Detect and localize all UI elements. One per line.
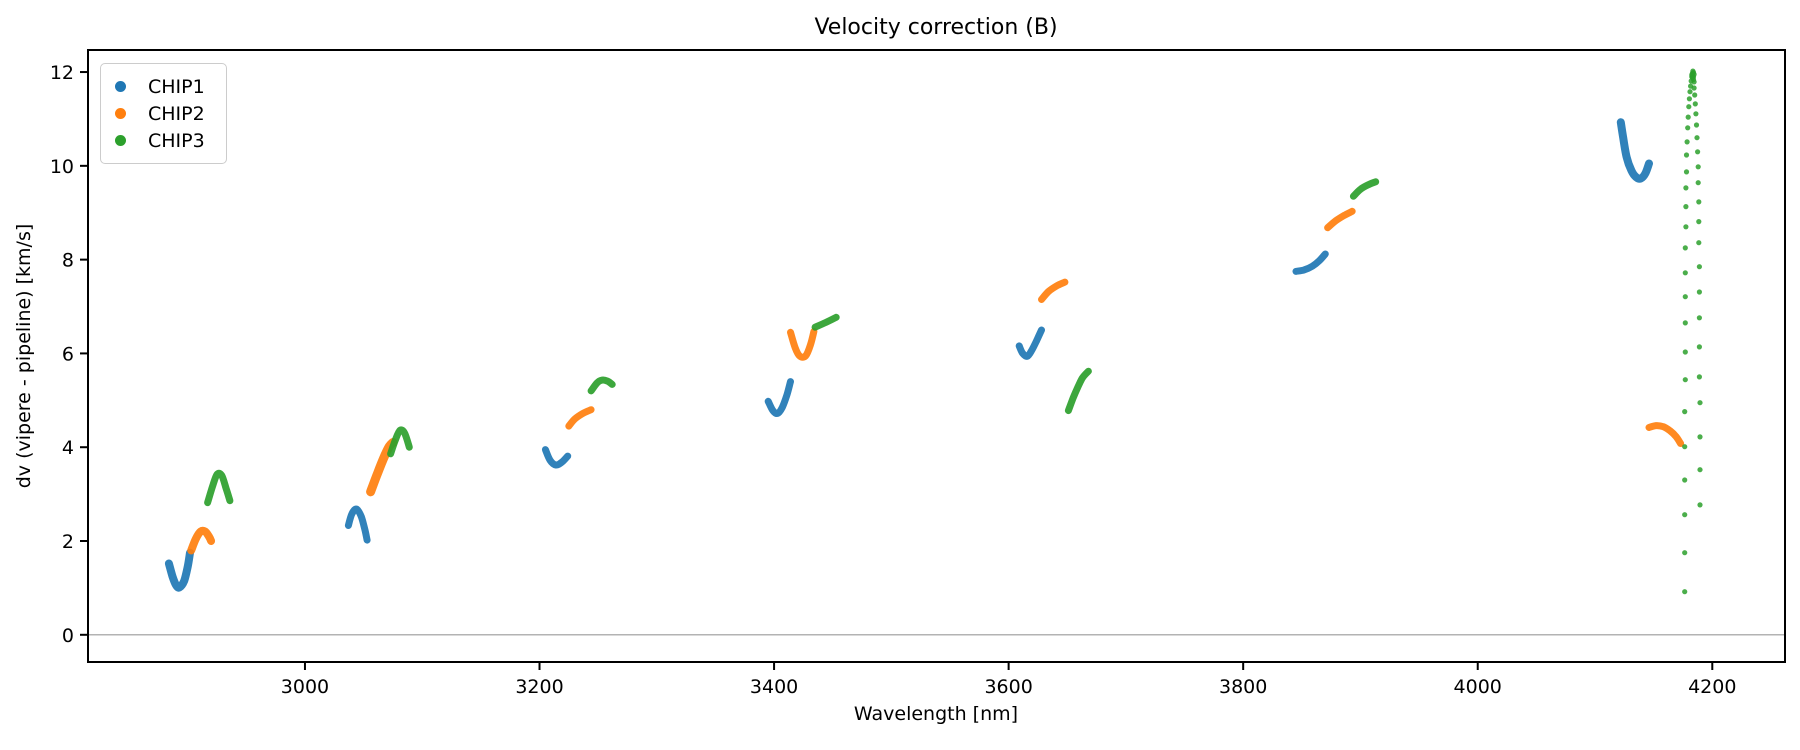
scatter-point-chip3 <box>1682 245 1688 251</box>
legend-label: CHIP2 <box>148 102 205 125</box>
scatter-point-chip3 <box>1683 185 1689 191</box>
scatter-segment-chip3 <box>587 376 616 395</box>
scatter-segment-chip3 <box>204 469 234 507</box>
scatter-point-chip3 <box>1682 349 1688 355</box>
scatter-segment-chip3 <box>1349 178 1380 200</box>
x-tick-label: 4200 <box>1688 676 1736 698</box>
series-chip3 <box>204 68 1703 595</box>
scatter-point-chip3 <box>1684 139 1690 145</box>
scatter-point-chip3 <box>1695 164 1701 170</box>
x-tick-label: 4000 <box>1454 676 1502 698</box>
legend-entry-chip1: CHIP1 <box>115 73 216 100</box>
scatter-segment-chip3 <box>811 313 840 331</box>
legend-entry-chip3: CHIP3 <box>115 127 216 154</box>
scatter-point-chip3 <box>1682 294 1688 300</box>
scatter-segment-chip2 <box>787 327 818 361</box>
scatter-point-chip3 <box>1687 89 1693 95</box>
scatter-point-chip3 <box>1692 101 1698 107</box>
scatter-point-chip3 <box>1685 114 1691 120</box>
y-tick-label: 10 <box>50 156 74 178</box>
scatter-point-chip3 <box>1696 374 1702 380</box>
scatter-point-chip3 <box>1686 104 1692 110</box>
y-tick-label: 12 <box>50 62 74 84</box>
scatter-point-chip3 <box>1683 224 1689 230</box>
legend-marker-chip1-icon <box>115 81 126 92</box>
scatter-point-chip3 <box>1696 289 1702 295</box>
x-tick-label: 3800 <box>1219 676 1267 698</box>
scatter-segment-chip2 <box>565 406 595 430</box>
scatter-point-chip3 <box>1696 315 1702 321</box>
legend-marker-chip2-icon <box>115 108 126 119</box>
scatter-point-chip3 <box>1696 240 1702 246</box>
y-tick-label: 6 <box>62 343 74 365</box>
scatter-point-chip3 <box>1682 409 1688 415</box>
scatter-point-chip3 <box>1683 204 1689 210</box>
legend-entry-chip2: CHIP2 <box>115 100 216 127</box>
scatter-point-chip3 <box>1697 400 1703 406</box>
legend-label: CHIP3 <box>148 129 205 152</box>
scatter-point-chip3 <box>1690 76 1697 83</box>
legend-label: CHIP1 <box>148 75 205 98</box>
x-tick-label: 3200 <box>515 676 563 698</box>
scatter-segment-chip3 <box>1064 367 1092 415</box>
scatter-point-chip3 <box>1682 444 1688 450</box>
scatter-point-chip3 <box>1693 111 1699 117</box>
scatter-point-chip3 <box>1682 512 1688 518</box>
y-tick-label: 8 <box>62 250 74 272</box>
x-tick-label: 3000 <box>281 676 329 698</box>
scatter-segment-chip1 <box>164 548 194 592</box>
y-tick-label: 0 <box>62 625 74 647</box>
scatter-point-chip3 <box>1694 135 1700 141</box>
y-tick-label: 2 <box>62 531 74 553</box>
axes-spines <box>87 49 1786 663</box>
scatter-point-chip3 <box>1682 550 1688 556</box>
scatter-segment-chip1 <box>764 378 794 418</box>
scatter-point-chip3 <box>1682 477 1688 483</box>
scatter-point-chip3 <box>1696 264 1702 270</box>
legend-marker-chip3-icon <box>115 135 126 146</box>
scatter-segment-chip1 <box>1616 118 1653 183</box>
scatter-point-chip3 <box>1697 502 1703 508</box>
scatter-point-chip3 <box>1685 125 1691 131</box>
x-axis-label: Wavelength [nm] <box>854 703 1018 725</box>
scatter-segment-chip1 <box>1292 250 1329 275</box>
scatter-segment-chip3 <box>387 426 413 458</box>
scatter-point-chip3 <box>1696 199 1702 205</box>
scatter-segment-chip1 <box>1015 326 1045 360</box>
scatter-point-chip3 <box>1693 122 1700 128</box>
scatter-point-chip3 <box>1692 92 1698 98</box>
scatter-point-chip3 <box>1696 344 1702 350</box>
scatter-point-chip3 <box>1695 149 1701 155</box>
chart-title: Velocity correction (B) <box>814 15 1057 40</box>
scatter-point-chip3 <box>1695 180 1701 186</box>
legend: CHIP1 CHIP2 CHIP3 <box>100 63 227 164</box>
y-axis-label: dv (vipere - pipeline) [km/s] <box>13 224 35 489</box>
scatter-segment-chip1 <box>344 505 371 544</box>
scatter-segment-chip1 <box>541 446 572 469</box>
scatter-segment-chip2 <box>187 526 216 555</box>
plot-area <box>88 50 1785 662</box>
scatter-point-chip3 <box>1696 219 1702 225</box>
x-tick-label: 3600 <box>984 676 1032 698</box>
y-tick-label: 4 <box>62 437 74 459</box>
scatter-point-chip3 <box>1691 85 1697 91</box>
scatter-point-chip3 <box>1683 152 1690 158</box>
scatter-point-chip3 <box>1682 270 1688 276</box>
scatter-point-chip3 <box>1682 377 1688 383</box>
scatter-point-chip3 <box>1682 589 1688 595</box>
scatter-segment-chip2 <box>1645 422 1685 447</box>
x-tick-label: 3400 <box>750 676 798 698</box>
scatter-segment-chip2 <box>1038 278 1069 303</box>
scatter-point-chip3 <box>1683 169 1690 175</box>
scatter-point-chip3 <box>1697 467 1703 473</box>
scatter-point-chip3 <box>1697 434 1703 440</box>
scatter-point-chip3 <box>1682 320 1688 326</box>
scatter-point-chip3 <box>1686 96 1692 102</box>
scatter-segment-chip2 <box>1324 207 1356 232</box>
series-chip1 <box>164 118 1653 592</box>
